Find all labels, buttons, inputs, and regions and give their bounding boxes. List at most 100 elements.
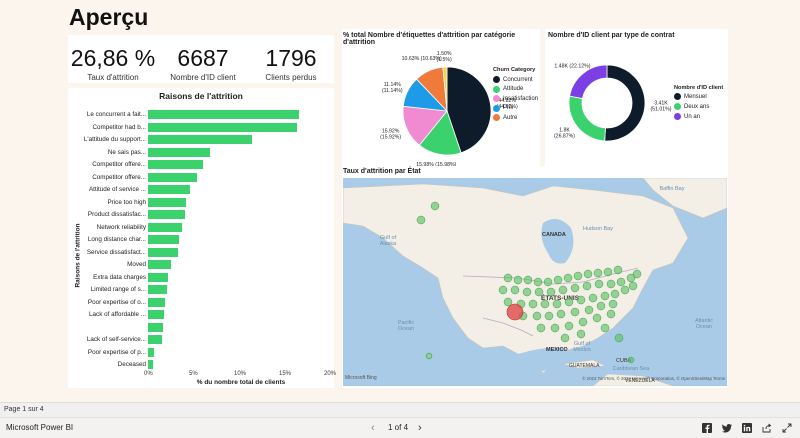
legend-item[interactable]: Attitude (493, 85, 523, 93)
bar-4[interactable] (148, 160, 203, 169)
state-bubble[interactable] (560, 333, 570, 343)
legend-item[interactable]: Concurrent (493, 76, 533, 83)
state-bubble[interactable] (416, 215, 426, 225)
state-bubble[interactable] (498, 285, 508, 295)
state-bubble[interactable] (606, 279, 616, 289)
state-bubble[interactable] (593, 268, 603, 278)
pie-slice-0[interactable] (446, 66, 492, 154)
state-bubble[interactable] (627, 356, 635, 364)
state-bubble[interactable] (430, 201, 440, 211)
state-bubble[interactable] (523, 275, 533, 285)
bar-12[interactable] (148, 260, 171, 269)
bar-17[interactable] (148, 322, 164, 332)
state-bubble[interactable] (576, 295, 586, 305)
state-bubble[interactable] (540, 299, 550, 309)
bar-2[interactable] (148, 135, 252, 144)
state-bubble[interactable] (533, 277, 543, 287)
legend-item[interactable]: Mensuel (674, 93, 707, 100)
state-bubble[interactable] (616, 277, 626, 287)
churn-map-panel[interactable]: Taux d'attrition par État (342, 166, 728, 388)
bar-11[interactable] (148, 247, 178, 257)
bar-7[interactable] (148, 197, 186, 207)
state-bubble[interactable] (583, 269, 593, 279)
state-bubble[interactable] (543, 277, 553, 287)
state-bubble[interactable] (553, 275, 563, 285)
state-bubble[interactable] (632, 269, 642, 279)
state-bubble[interactable] (544, 311, 554, 321)
next-page-button[interactable]: › (418, 422, 422, 434)
legend-item[interactable]: Insatisfaction (493, 95, 538, 102)
state-bubble[interactable] (610, 289, 620, 299)
churn-by-state-map[interactable]: CANADA ÉTATS-UNIS MEXICO CUBA GUATEMALA … (343, 178, 727, 386)
state-bubble[interactable] (546, 287, 556, 297)
reasons-bar-chart[interactable]: Raisons de l'attrition Raisons de l'attr… (68, 88, 336, 388)
state-bubble[interactable] (592, 313, 602, 323)
state-bubble[interactable] (613, 265, 623, 275)
state-bubble[interactable] (620, 285, 630, 295)
state-bubble[interactable] (564, 297, 574, 307)
state-bubble[interactable] (614, 333, 624, 343)
contract-type-donut-panel[interactable]: Nombre d'ID client par type de contrat 3… (545, 29, 728, 166)
twitter-icon[interactable] (722, 423, 732, 433)
state-bubble[interactable] (503, 273, 513, 283)
state-bubble[interactable] (556, 309, 566, 319)
bar-5[interactable] (148, 172, 197, 182)
legend-item[interactable]: Prix (493, 104, 513, 112)
state-bubble[interactable] (626, 273, 636, 283)
state-bubble[interactable] (570, 283, 580, 293)
bar-10[interactable] (148, 235, 179, 244)
legend-item[interactable]: Autre (493, 114, 517, 121)
state-bubble[interactable] (603, 267, 613, 277)
state-bubble[interactable] (558, 285, 568, 295)
state-bubble[interactable] (606, 309, 616, 319)
state-bubble[interactable] (536, 323, 546, 333)
share-icon[interactable] (762, 423, 772, 433)
bar-15[interactable] (148, 297, 166, 307)
state-bubble[interactable] (600, 323, 610, 333)
donut-slice-2[interactable] (569, 64, 608, 99)
linkedin-icon[interactable] (742, 423, 752, 433)
donut-slice-0[interactable] (604, 64, 646, 142)
bar-16[interactable] (148, 310, 165, 319)
state-bubble[interactable] (513, 275, 523, 285)
legend-item[interactable]: Un an (674, 113, 700, 120)
bar-0[interactable] (148, 110, 300, 119)
bar-13[interactable] (148, 272, 168, 282)
fullscreen-icon[interactable] (782, 423, 792, 433)
state-bubble[interactable] (532, 311, 542, 321)
state-bubble[interactable] (608, 299, 618, 309)
state-bubble[interactable] (550, 323, 560, 333)
contract-type-donut-chart[interactable]: 3.41K (51.01%) 1.8K (26.87%) 1.48K (22.12%) (545, 29, 728, 166)
state-bubble[interactable] (588, 293, 598, 303)
state-bubble[interactable] (570, 307, 580, 317)
legend-item[interactable]: Deux ans (674, 103, 709, 110)
bar-3[interactable] (148, 147, 211, 157)
state-bubble[interactable] (573, 271, 583, 281)
state-bubble-highlighted[interactable] (506, 303, 524, 321)
attrition-category-pie-panel[interactable]: % total Nombre d'étiquettes d'attrition … (342, 29, 540, 166)
state-bubble[interactable] (425, 352, 433, 360)
state-bubble[interactable] (534, 287, 544, 297)
state-bubble[interactable] (522, 287, 532, 297)
state-bubble[interactable] (552, 299, 562, 309)
bar-6[interactable] (148, 185, 191, 194)
state-bubble[interactable] (563, 273, 573, 283)
attrition-category-pie-chart[interactable]: 44.82% (44.82%) 15.98% (15.98%) 15.92% (15.9… (342, 29, 540, 166)
state-bubble[interactable] (628, 281, 638, 291)
bar-19[interactable] (148, 347, 155, 357)
state-bubble[interactable] (564, 321, 574, 331)
state-bubble[interactable] (578, 317, 588, 327)
prev-page-button[interactable]: ‹ (371, 422, 375, 434)
bar-9[interactable] (148, 222, 183, 232)
kpi-card[interactable] (68, 35, 334, 83)
state-bubble[interactable] (528, 299, 538, 309)
facebook-icon[interactable] (702, 423, 712, 433)
pie-slice-5[interactable] (442, 66, 448, 112)
state-bubble[interactable] (584, 305, 594, 315)
state-bubble[interactable] (600, 291, 610, 301)
bar-1[interactable] (148, 122, 297, 132)
state-bubble[interactable] (596, 301, 606, 311)
state-bubble[interactable] (576, 329, 586, 339)
state-bubble[interactable] (510, 285, 520, 295)
bar-8[interactable] (148, 210, 185, 219)
